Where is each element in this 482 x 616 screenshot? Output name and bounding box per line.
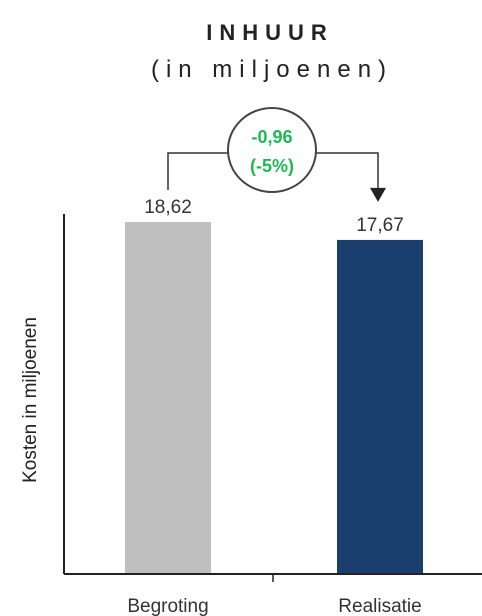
chart-title: INHUUR [206,20,334,45]
difference-circle [227,107,317,193]
bar-begroting [125,222,211,573]
bars-group: 18,62 Begroting 17,67 Realisatie [125,197,423,616]
value-label-realisatie: 17,67 [356,215,404,236]
value-label-begroting: 18,62 [144,197,192,218]
category-label-begroting: Begroting [127,596,208,616]
y-axis-label: Kosten in miljoenen [20,317,41,483]
difference-percent: (-5%) [250,156,294,176]
category-label-realisatie: Realisatie [338,596,421,616]
difference-arrowhead [370,187,386,202]
chart-subtitle: (in miljoenen) [151,56,393,83]
difference-value: -0,96 [251,127,292,147]
bar-realisatie [337,239,423,573]
